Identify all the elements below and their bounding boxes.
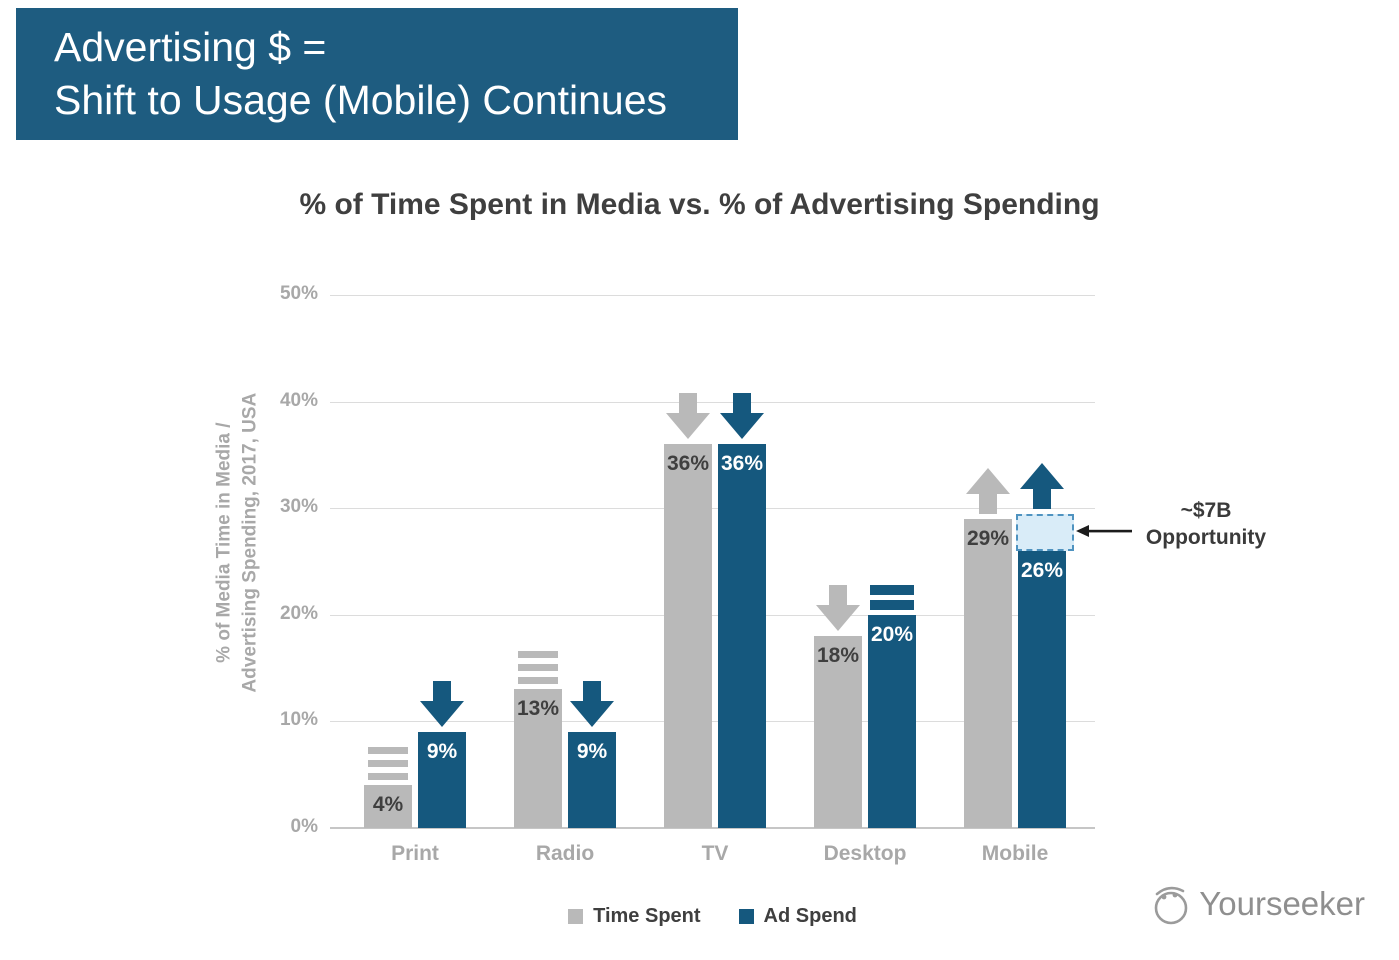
trend-flat-icon-ad-spend-desktop (870, 584, 914, 610)
trend-down-icon-time-spent-desktop (816, 585, 860, 632)
legend-item-time-spent: Time Spent (568, 905, 701, 928)
gridline-30 (330, 508, 1095, 510)
bar-value-label-ad-spend-tv: 36% (720, 452, 764, 476)
trend-down-icon-ad-spend-tv (720, 393, 764, 440)
gridline-20 (330, 614, 1095, 616)
x-label-desktop: Desktop (823, 842, 907, 865)
y-tick-10: 10% (279, 709, 318, 731)
y-tick-50: 50% (279, 283, 318, 304)
gridline-10 (330, 721, 1095, 723)
legend-swatch-time-spent-icon (568, 909, 584, 924)
trend-up-icon-time-spent-mobile (966, 467, 1010, 514)
gridline-0 (330, 827, 1095, 829)
bar-value-label-ad-spend-mobile: 26% (1020, 558, 1064, 582)
yourseeker-logo-icon (1154, 886, 1188, 925)
legend-item-ad-spend: Ad Spend (738, 905, 857, 928)
bar-value-label-ad-spend-radio: 9% (576, 740, 608, 764)
bar-value-label-time-spent-tv: 36% (666, 452, 710, 476)
bar-time-spent-print (364, 785, 412, 828)
trend-flat-icon-time-spent-radio (518, 651, 558, 685)
trend-down-icon-ad-spend-radio (570, 681, 614, 728)
chart-title: % of Time Spent in Media vs. % of Advert… (299, 188, 1100, 221)
bar-value-label-time-spent-mobile: 29% (966, 526, 1010, 550)
watermark-text: Yourseeker (1199, 885, 1365, 922)
bar-time-spent-mobile (964, 518, 1012, 828)
bar-value-label-ad-spend-desktop: 20% (870, 622, 914, 646)
y-axis-label-line1: % of Media Time in Media / (213, 422, 235, 663)
bar-time-spent-tv (664, 444, 712, 828)
plot-area: 4% 13% 36% 18% 29% 9% 9% 36% 20% 26% (330, 295, 1095, 829)
bar-ad-spend-tv (718, 444, 766, 828)
watermark: Yourseeker (1147, 880, 1365, 928)
trend-up-icon-ad-spend-mobile (1020, 462, 1064, 509)
bar-ad-spend-desktop (868, 614, 916, 828)
opportunity-box (1016, 513, 1074, 551)
legend-label-ad-spend: Ad Spend (763, 905, 857, 927)
bar-value-label-ad-spend-print: 9% (426, 740, 458, 764)
bar-value-label-time-spent-desktop: 18% (816, 644, 860, 668)
annotation-text: ~$7B Opportunity (1128, 497, 1284, 552)
x-label-mobile: Mobile (981, 842, 1049, 865)
y-axis-label-line2: Advertising Spending, 2017, USA (239, 392, 260, 693)
x-label-radio: Radio (535, 842, 595, 865)
trend-down-icon-time-spent-tv (666, 393, 710, 440)
bar-ad-spend-radio (568, 732, 616, 828)
legend-label-time-spent: Time Spent (593, 905, 701, 927)
x-label-tv: TV (701, 842, 729, 865)
y-tick-40: 40% (279, 389, 318, 411)
y-tick-20: 20% (279, 602, 318, 624)
annotation-left-arrow-icon (1076, 525, 1132, 537)
annotation-line1: ~$7B (1180, 499, 1232, 522)
slide-title-line2: Shift to Usage (Mobile) Continues (54, 77, 668, 123)
trend-down-icon-ad-spend-print (420, 681, 464, 728)
legend-swatch-ad-spend-icon (738, 909, 754, 924)
gridline-50 (330, 295, 1095, 296)
bar-ad-spend-mobile (1018, 550, 1066, 828)
slide-title-banner: Advertising $ = Shift to Usage (Mobile) … (16, 8, 738, 140)
gridline-40 (330, 401, 1095, 403)
y-tick-30: 30% (279, 496, 318, 518)
bar-time-spent-radio (514, 689, 562, 828)
bar-value-label-time-spent-print: 4% (372, 793, 404, 817)
bar-value-label-time-spent-radio: 13% (516, 697, 560, 721)
bar-ad-spend-print (418, 732, 466, 828)
x-label-print: Print (391, 842, 439, 865)
annotation-line2: Opportunity (1145, 526, 1267, 550)
trend-flat-icon-time-spent-print (368, 747, 408, 781)
legend: Time Spent Ad Spend (330, 905, 1095, 928)
slide-title-line1: Advertising $ = (54, 23, 327, 70)
bar-time-spent-desktop (814, 636, 862, 828)
y-tick-0: 0% (290, 816, 318, 837)
y-axis-label: % of Media Time in Media / Advertising S… (211, 263, 262, 823)
